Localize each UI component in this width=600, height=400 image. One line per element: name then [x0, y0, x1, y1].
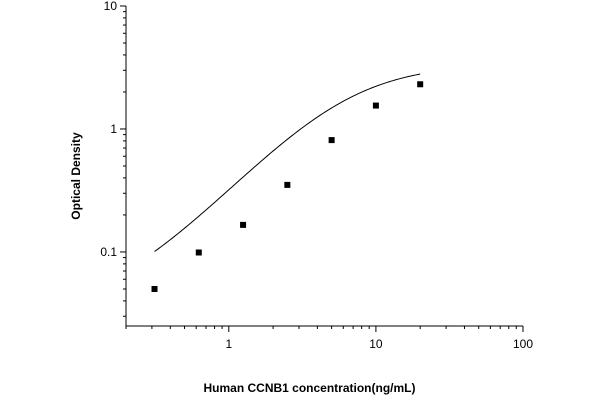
axes: [125, 6, 523, 327]
y-axis-title: Optical Density: [69, 132, 83, 220]
data-point: [284, 181, 291, 188]
fit-curve: [154, 73, 421, 252]
data-point: [195, 249, 202, 256]
y-tick-label: 0.1: [100, 245, 117, 259]
data-point: [372, 102, 379, 109]
y-tick-label: 1: [110, 122, 117, 136]
data-points: [151, 81, 424, 292]
data-point: [328, 137, 335, 144]
x-tick-label: 1: [225, 337, 232, 351]
x-tick-label: 10: [369, 337, 383, 351]
x-axis-title: Human CCNB1 concentration(ng/mL): [203, 381, 415, 395]
data-point: [417, 81, 424, 88]
y-tick-label: 10: [104, 0, 118, 13]
data-point: [151, 285, 158, 292]
ticks: 1 10 100 0.1 1 10: [100, 0, 533, 351]
data-point: [240, 221, 247, 228]
x-tick-label: 100: [513, 337, 533, 351]
